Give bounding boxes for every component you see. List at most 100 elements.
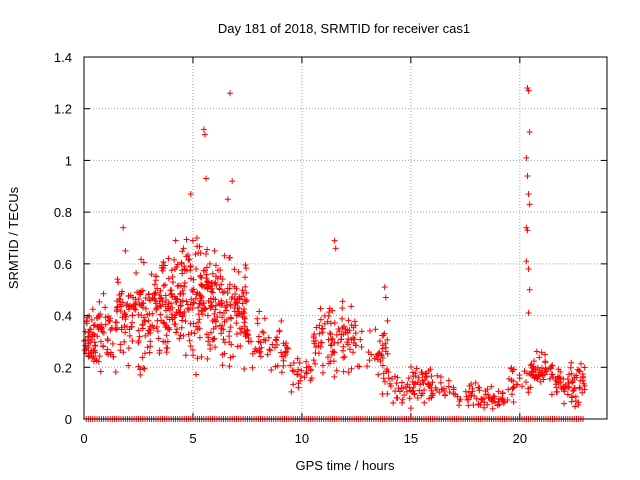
data-point bbox=[509, 385, 516, 392]
data-point bbox=[470, 401, 477, 408]
data-point bbox=[223, 316, 230, 323]
data-point bbox=[187, 342, 194, 349]
data-point bbox=[538, 349, 545, 356]
data-point bbox=[372, 326, 379, 333]
data-point bbox=[151, 290, 158, 297]
grid-lines bbox=[84, 57, 607, 419]
data-point bbox=[494, 402, 501, 409]
data-point bbox=[505, 386, 512, 393]
data-point bbox=[273, 334, 280, 341]
data-point bbox=[142, 332, 149, 339]
data-point bbox=[179, 270, 186, 277]
data-point bbox=[171, 314, 178, 321]
data-point bbox=[259, 328, 266, 335]
data-point bbox=[109, 340, 116, 347]
data-point bbox=[340, 323, 347, 330]
data-point bbox=[510, 384, 517, 391]
data-point bbox=[319, 325, 326, 332]
data-point bbox=[184, 301, 191, 308]
data-point bbox=[485, 391, 492, 398]
data-point bbox=[189, 286, 196, 293]
data-point bbox=[468, 381, 475, 388]
data-point bbox=[366, 327, 373, 334]
data-point bbox=[241, 319, 248, 326]
data-point bbox=[399, 399, 406, 406]
data-point bbox=[237, 329, 244, 336]
x-tick-label: 0 bbox=[80, 431, 87, 446]
data-point bbox=[554, 388, 561, 395]
data-point bbox=[319, 369, 326, 376]
data-point bbox=[198, 353, 205, 360]
data-point bbox=[579, 389, 586, 396]
data-point bbox=[155, 335, 162, 342]
data-point bbox=[125, 345, 132, 352]
data-point bbox=[180, 290, 187, 297]
data-point bbox=[154, 285, 161, 292]
y-axis-label: SRMTID / TECUs bbox=[6, 186, 21, 289]
data-point bbox=[141, 365, 148, 372]
data-point bbox=[542, 371, 549, 378]
data-point bbox=[84, 337, 91, 344]
data-point bbox=[564, 391, 571, 398]
data-point bbox=[201, 284, 208, 291]
data-point bbox=[177, 303, 184, 310]
data-point bbox=[406, 395, 413, 402]
data-point bbox=[260, 329, 267, 336]
data-point bbox=[339, 347, 346, 354]
data-point bbox=[290, 368, 297, 375]
data-point bbox=[290, 359, 297, 366]
data-point bbox=[540, 376, 547, 383]
data-point bbox=[189, 305, 196, 312]
data-point bbox=[345, 369, 352, 376]
data-point bbox=[239, 300, 246, 307]
data-point bbox=[405, 375, 412, 382]
data-point bbox=[469, 385, 476, 392]
data-point bbox=[116, 292, 123, 299]
data-point bbox=[135, 296, 142, 303]
data-point bbox=[181, 279, 188, 286]
data-point bbox=[203, 331, 210, 338]
data-point bbox=[303, 358, 310, 365]
data-point bbox=[382, 340, 389, 347]
data-point bbox=[536, 354, 543, 361]
data-point bbox=[124, 301, 131, 308]
data-point bbox=[389, 375, 396, 382]
data-point bbox=[117, 296, 124, 303]
data-point bbox=[242, 262, 249, 269]
data-point bbox=[249, 364, 256, 371]
data-point bbox=[203, 275, 210, 282]
data-point bbox=[132, 299, 139, 306]
data-point bbox=[158, 294, 165, 301]
data-point bbox=[217, 266, 224, 273]
data-point bbox=[242, 274, 249, 281]
data-point bbox=[145, 291, 152, 298]
data-point bbox=[530, 369, 537, 376]
data-point-outlier bbox=[203, 175, 210, 182]
data-point bbox=[576, 384, 583, 391]
data-point bbox=[419, 390, 426, 397]
data-point bbox=[162, 281, 169, 288]
data-point bbox=[110, 353, 117, 360]
data-point bbox=[160, 282, 167, 289]
data-point bbox=[437, 379, 444, 386]
data-point bbox=[95, 324, 102, 331]
data-point bbox=[209, 289, 216, 296]
data-point bbox=[137, 371, 144, 378]
data-point bbox=[186, 337, 193, 344]
x-tick-labels: 0 5 10 15 20 bbox=[80, 431, 527, 446]
data-point bbox=[548, 391, 555, 398]
data-point bbox=[257, 348, 264, 355]
data-point bbox=[562, 383, 569, 390]
data-point bbox=[226, 328, 233, 335]
data-point bbox=[316, 322, 323, 329]
data-point bbox=[198, 293, 205, 300]
data-point bbox=[269, 341, 276, 348]
data-point bbox=[86, 326, 93, 333]
data-point bbox=[379, 362, 386, 369]
data-point bbox=[495, 388, 502, 395]
data-point bbox=[427, 381, 434, 388]
data-point bbox=[136, 366, 143, 373]
data-point bbox=[574, 366, 581, 373]
data-point bbox=[86, 334, 93, 341]
data-point bbox=[135, 363, 142, 370]
